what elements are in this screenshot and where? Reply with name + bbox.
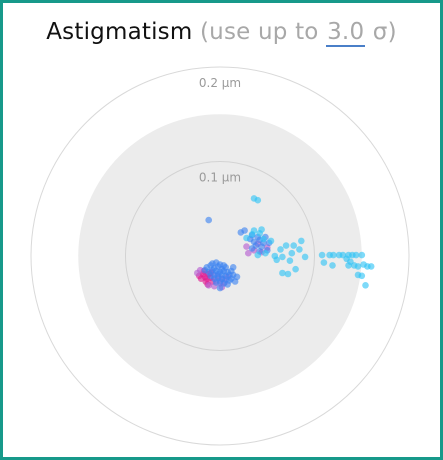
data-point-cyan xyxy=(358,251,366,259)
data-point-purple xyxy=(243,243,250,250)
data-point-blue xyxy=(205,216,212,224)
data-point-cyan xyxy=(352,251,360,259)
data-point-blue xyxy=(201,266,209,274)
data-point-blue xyxy=(224,281,231,288)
data-points xyxy=(194,195,375,292)
data-point-blue xyxy=(229,264,237,271)
data-point-blue xyxy=(248,245,256,252)
shaded-region xyxy=(78,114,362,398)
ring-label-outer: 0.2 µm xyxy=(199,76,241,90)
data-point-cyan xyxy=(345,262,352,269)
data-point-cyan xyxy=(260,235,267,243)
data-point-cyan xyxy=(367,263,375,270)
inner-ring xyxy=(125,161,315,351)
title-paren-close: ) xyxy=(387,19,397,45)
data-point-cyan xyxy=(301,253,309,261)
data-point-cyan xyxy=(250,227,258,234)
data-point-cyan xyxy=(320,259,328,266)
data-point-cyan xyxy=(296,246,303,253)
data-point-blue xyxy=(216,284,224,292)
title-prefix: use up to xyxy=(209,19,319,45)
data-point-cyan xyxy=(254,196,262,204)
data-point-blue xyxy=(231,278,239,285)
data-point-cyan xyxy=(298,237,305,245)
data-point-cyan xyxy=(290,242,298,249)
sigma-symbol: σ xyxy=(372,19,388,45)
data-point-purple xyxy=(205,282,212,289)
data-point-cyan xyxy=(358,272,366,280)
data-point-cyan xyxy=(267,237,275,245)
data-point-cyan xyxy=(277,246,284,253)
data-point-cyan xyxy=(254,251,262,259)
ring-label-inner: 0.1 µm xyxy=(199,171,241,185)
data-point-cyan xyxy=(288,249,296,257)
data-point-cyan xyxy=(279,253,286,261)
data-point-cyan xyxy=(282,242,290,249)
sigma-value-input[interactable]: 3.0 xyxy=(326,19,366,47)
data-point-cyan xyxy=(292,265,299,273)
data-point-purple xyxy=(196,266,204,274)
data-point-cyan xyxy=(318,251,326,259)
outer-ring xyxy=(30,66,410,446)
data-point-blue xyxy=(220,262,228,269)
title-text: Astigmatism xyxy=(46,19,193,45)
data-point-cyan xyxy=(258,226,265,233)
data-point-cyan xyxy=(243,234,250,242)
chart-title: Astigmatism (use up to 3.0 σ) xyxy=(0,16,443,48)
data-point-cyan xyxy=(362,282,369,289)
data-point-cyan xyxy=(284,270,292,278)
data-point-cyan xyxy=(279,269,286,277)
data-point-blue xyxy=(237,229,245,236)
data-point-cyan xyxy=(354,263,362,270)
title-paren-open: ( xyxy=(199,19,210,45)
data-point-purple xyxy=(245,249,252,257)
data-point-cyan xyxy=(330,251,337,259)
data-point-cyan xyxy=(262,249,269,257)
data-point-cyan xyxy=(329,262,336,269)
data-point-cyan xyxy=(273,256,281,264)
data-point-cyan xyxy=(286,257,294,265)
